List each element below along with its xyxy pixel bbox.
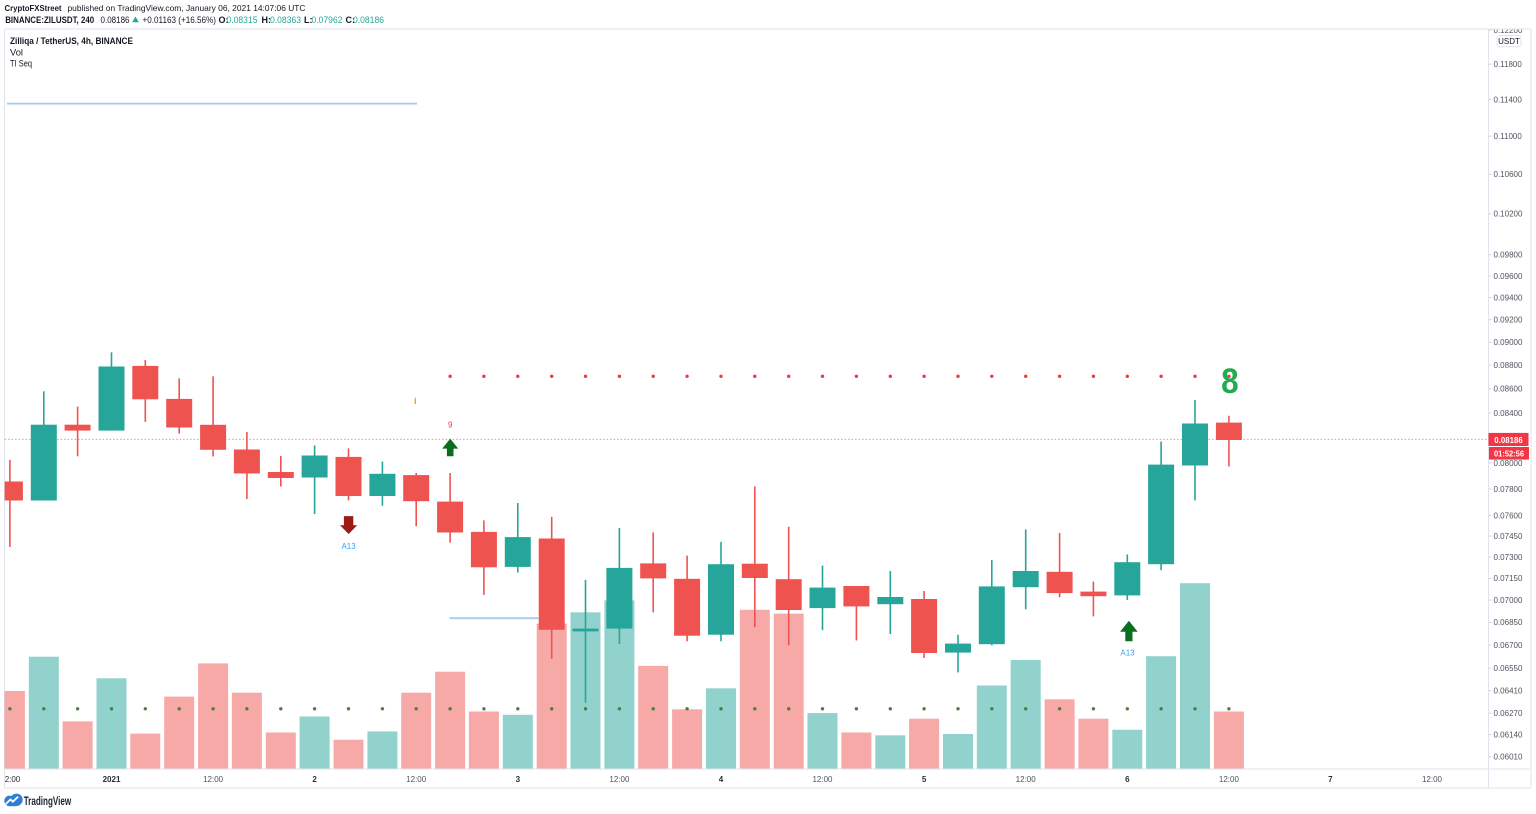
svg-text:0.11000: 0.11000: [1494, 132, 1523, 141]
svg-text:Zilliqa / TetherUS, 4h, BINANC: Zilliqa / TetherUS, 4h, BINANCE: [10, 36, 133, 46]
svg-text:2021: 2021: [103, 775, 121, 784]
svg-text:6: 6: [1125, 775, 1130, 784]
svg-text:5: 5: [922, 775, 927, 784]
svg-text:12:00: 12:00: [406, 775, 427, 784]
svg-text:0.06410: 0.06410: [1494, 686, 1523, 695]
svg-text:8: 8: [1221, 362, 1239, 401]
svg-text:0.07000: 0.07000: [1494, 596, 1523, 605]
svg-text:9: 9: [448, 420, 453, 429]
svg-text:0.08800: 0.08800: [1494, 361, 1523, 370]
svg-text:0.09000: 0.09000: [1494, 338, 1523, 347]
svg-text:H:: H:: [262, 15, 272, 25]
svg-text:0.09800: 0.09800: [1494, 251, 1523, 260]
svg-text:0.10200: 0.10200: [1494, 210, 1523, 219]
svg-text:0.06140: 0.06140: [1494, 731, 1523, 740]
svg-text:0.08315: 0.08315: [227, 15, 258, 25]
svg-text:0.09200: 0.09200: [1494, 316, 1523, 325]
svg-text:0.08363: 0.08363: [270, 15, 301, 25]
svg-text:12:00: 12:00: [609, 775, 630, 784]
svg-text:0.08186: 0.08186: [1494, 436, 1523, 445]
svg-text:0.11400: 0.11400: [1494, 96, 1523, 105]
svg-text:0.08400: 0.08400: [1494, 409, 1523, 418]
svg-text:0.06700: 0.06700: [1494, 641, 1523, 650]
svg-text:0.08186: 0.08186: [101, 15, 130, 25]
svg-text:12:00: 12:00: [1016, 775, 1037, 784]
svg-text:A13: A13: [341, 542, 356, 551]
svg-text:7: 7: [1328, 775, 1333, 784]
svg-text:L:: L:: [304, 15, 313, 25]
svg-text:+0.01163 (+16.56%): +0.01163 (+16.56%): [143, 15, 217, 25]
svg-text:0.07800: 0.07800: [1494, 485, 1523, 494]
svg-text:0.09600: 0.09600: [1494, 272, 1523, 281]
svg-text:0.06550: 0.06550: [1494, 664, 1523, 673]
svg-text:2: 2: [312, 775, 317, 784]
svg-text:0.06850: 0.06850: [1494, 618, 1523, 627]
svg-text:i: i: [414, 396, 417, 407]
svg-text:C:: C:: [346, 15, 356, 25]
svg-text:01:52:56: 01:52:56: [1494, 450, 1525, 459]
svg-text:12:00: 12:00: [1422, 775, 1443, 784]
svg-text:0.09400: 0.09400: [1494, 293, 1523, 302]
svg-text:A13: A13: [1120, 648, 1135, 657]
svg-text:0.06270: 0.06270: [1494, 709, 1523, 718]
svg-text:0.07962: 0.07962: [312, 15, 343, 25]
svg-text:0.08186: 0.08186: [353, 15, 384, 25]
svg-text:0.07600: 0.07600: [1494, 512, 1523, 521]
svg-text:0.07150: 0.07150: [1494, 574, 1523, 583]
svg-text:BINANCE:ZILUSDT, 240: BINANCE:ZILUSDT, 240: [5, 15, 94, 25]
svg-text:0.10600: 0.10600: [1494, 170, 1523, 179]
svg-text:3: 3: [516, 775, 521, 784]
svg-text:0.07450: 0.07450: [1494, 532, 1523, 541]
svg-text:TradingView: TradingView: [24, 796, 72, 808]
svg-text:published on TradingView.com,: published on TradingView.com, January 06…: [68, 3, 306, 13]
svg-text:0.12200: 0.12200: [1494, 26, 1523, 35]
svg-text:O:: O:: [219, 15, 229, 25]
svg-text:12:00: 12:00: [812, 775, 833, 784]
svg-text:4: 4: [719, 775, 724, 784]
svg-text:Vol: Vol: [10, 48, 23, 58]
svg-text:0.11800: 0.11800: [1494, 60, 1523, 69]
svg-text:0.06010: 0.06010: [1494, 753, 1523, 762]
svg-text:12:00: 12:00: [203, 775, 224, 784]
svg-text:12:00: 12:00: [1219, 775, 1240, 784]
svg-text:USDT: USDT: [1498, 37, 1520, 46]
svg-text:0.08600: 0.08600: [1494, 385, 1523, 394]
svg-text:2:00: 2:00: [5, 775, 21, 784]
svg-text:TI Seq: TI Seq: [10, 59, 32, 69]
svg-text:CryptoFXStreet: CryptoFXStreet: [5, 3, 62, 13]
svg-text:0.08000: 0.08000: [1494, 459, 1523, 468]
svg-text:0.07300: 0.07300: [1494, 553, 1523, 562]
